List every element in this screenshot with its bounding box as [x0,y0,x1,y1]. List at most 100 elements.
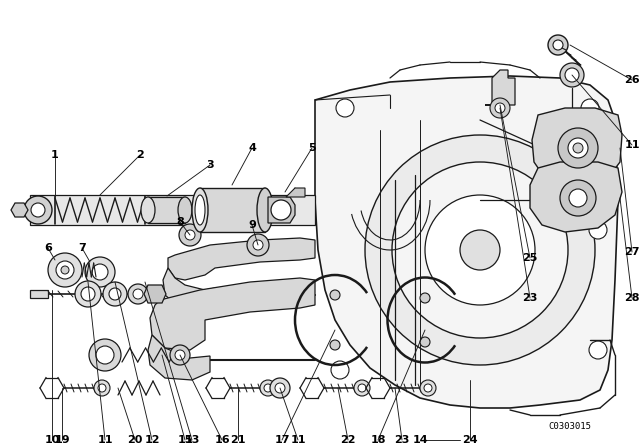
Polygon shape [168,238,315,280]
Circle shape [56,261,74,279]
Text: 15: 15 [177,435,193,445]
Circle shape [75,281,101,307]
Circle shape [253,240,263,250]
Polygon shape [530,162,622,232]
Circle shape [490,98,510,118]
Circle shape [96,346,114,364]
Circle shape [495,103,505,113]
Text: 1: 1 [51,150,59,160]
Circle shape [109,288,121,300]
Circle shape [565,68,579,82]
Circle shape [94,380,110,396]
Text: 20: 20 [127,435,143,445]
Text: 11: 11 [624,140,640,150]
Ellipse shape [141,197,155,223]
Circle shape [179,224,201,246]
Circle shape [264,384,272,392]
Circle shape [560,63,584,87]
Circle shape [330,340,340,350]
Ellipse shape [192,188,208,232]
Text: 13: 13 [184,435,200,445]
Polygon shape [30,290,48,298]
Circle shape [61,266,69,274]
Circle shape [425,195,535,305]
Text: C0303015: C0303015 [548,422,591,431]
Circle shape [331,361,349,379]
Ellipse shape [257,188,273,232]
Text: 21: 21 [230,435,246,445]
Circle shape [170,345,190,365]
Polygon shape [148,335,210,380]
Circle shape [581,99,599,117]
Circle shape [553,40,563,50]
Text: 25: 25 [522,253,538,263]
Text: 26: 26 [624,75,640,85]
Text: 2: 2 [136,150,144,160]
Text: 28: 28 [624,293,640,303]
Text: 19: 19 [54,435,70,445]
Polygon shape [485,70,515,105]
Text: 3: 3 [206,160,214,170]
Text: 12: 12 [144,435,160,445]
Circle shape [270,378,290,398]
Text: 4: 4 [248,143,256,153]
Text: 11: 11 [291,435,306,445]
Circle shape [589,341,607,359]
Circle shape [420,380,436,396]
Circle shape [354,380,370,396]
Circle shape [358,384,366,392]
Polygon shape [11,203,28,217]
Text: 18: 18 [371,435,386,445]
Circle shape [128,284,148,304]
Text: 5: 5 [308,143,316,153]
Circle shape [560,180,596,216]
Text: 6: 6 [44,243,52,253]
Text: 14: 14 [412,435,428,445]
Polygon shape [315,76,618,408]
Text: 23: 23 [522,293,538,303]
Circle shape [424,384,432,392]
Circle shape [568,138,588,158]
Text: 7: 7 [78,243,86,253]
Polygon shape [163,268,215,308]
Polygon shape [30,195,315,225]
Circle shape [81,287,95,301]
Circle shape [573,143,583,153]
Text: 23: 23 [394,435,410,445]
Text: 17: 17 [275,435,290,445]
Circle shape [133,289,143,299]
Circle shape [420,293,430,303]
Circle shape [548,35,568,55]
Circle shape [460,230,500,270]
Circle shape [330,290,340,300]
Circle shape [365,135,595,365]
Polygon shape [286,188,305,197]
Circle shape [185,230,195,240]
Circle shape [98,384,106,392]
Circle shape [31,203,45,217]
Circle shape [336,99,354,117]
Circle shape [89,339,121,371]
Text: 27: 27 [624,247,640,257]
Circle shape [420,337,430,347]
Circle shape [392,162,568,338]
Text: 8: 8 [176,217,184,227]
Circle shape [85,257,115,287]
Text: 16: 16 [214,435,230,445]
Polygon shape [532,108,622,185]
Circle shape [260,380,276,396]
Text: 11: 11 [97,435,113,445]
Circle shape [103,282,127,306]
Circle shape [24,196,52,224]
Text: 24: 24 [462,435,478,445]
Text: 22: 22 [340,435,356,445]
Polygon shape [200,188,265,232]
Polygon shape [268,197,295,223]
Circle shape [558,128,598,168]
Circle shape [247,234,269,256]
Circle shape [92,264,108,280]
Circle shape [48,253,82,287]
Polygon shape [148,197,185,223]
Ellipse shape [178,197,192,223]
Text: 9: 9 [248,220,256,230]
